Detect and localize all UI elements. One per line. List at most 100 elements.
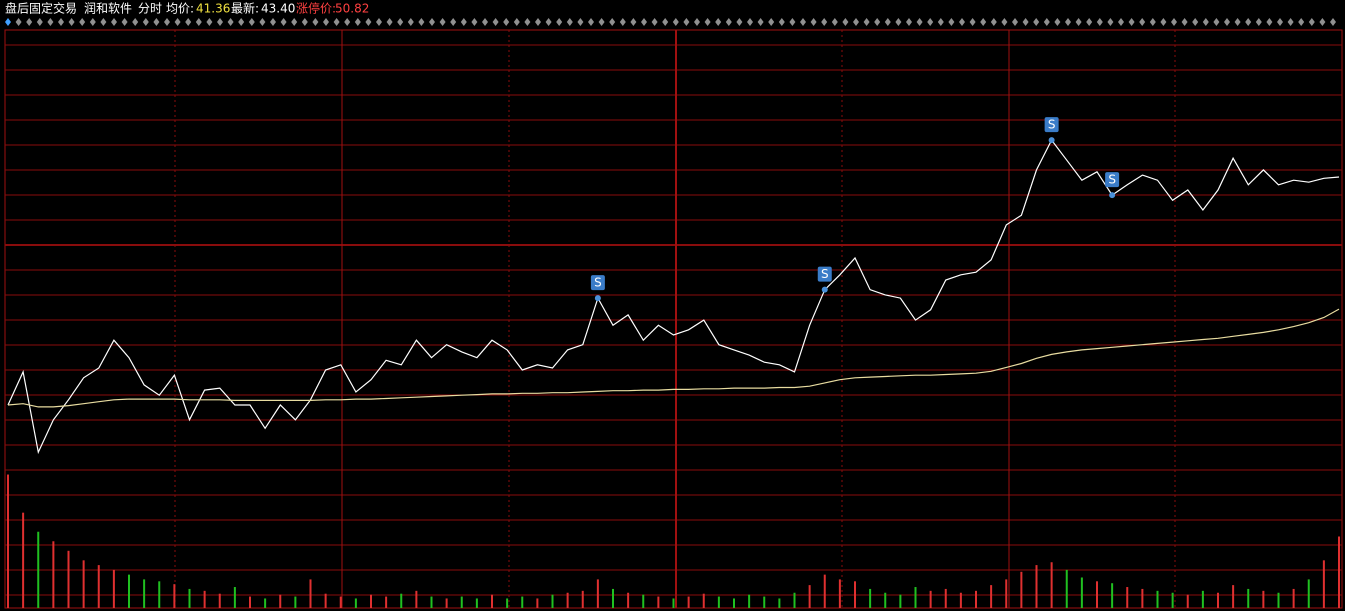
- price-line: [7, 138, 1340, 455]
- diamond: [789, 18, 796, 26]
- diamond: [831, 18, 838, 26]
- diamond: [365, 18, 372, 26]
- diamond: [270, 18, 276, 26]
- diamond: [959, 18, 965, 26]
- volume-bar: [763, 596, 766, 608]
- volume-bar: [1080, 577, 1083, 608]
- diamond: [694, 18, 700, 26]
- diamond: [1149, 18, 1156, 26]
- diamond: [121, 18, 128, 26]
- volume-bar: [1020, 571, 1023, 608]
- volume-bar: [944, 588, 947, 608]
- diamond: [1139, 18, 1146, 26]
- volume-bar: [959, 592, 962, 608]
- diamond: [376, 18, 382, 26]
- volume-bar: [218, 593, 221, 608]
- volume-bar: [233, 587, 236, 608]
- volume-bar: [1338, 536, 1340, 608]
- diamond: [1245, 18, 1252, 26]
- diamond: [1202, 18, 1209, 26]
- diamond: [588, 18, 594, 26]
- diamond: [630, 18, 637, 26]
- diamond: [1234, 18, 1241, 26]
- signal-label: S: [1108, 173, 1116, 187]
- volume-bar: [7, 474, 9, 608]
- title: 盘后固定交易: [5, 1, 77, 16]
- signal-badge: [590, 275, 605, 291]
- diamond: [174, 18, 181, 26]
- diamond: [36, 18, 43, 26]
- volume-bar: [1035, 565, 1038, 608]
- volume-bar: [52, 541, 55, 608]
- diamond: [641, 18, 647, 26]
- diamond: [1001, 18, 1008, 26]
- volume-bar: [97, 565, 100, 608]
- diamond: [1266, 18, 1273, 26]
- volume-bar: [1277, 592, 1280, 608]
- diamond: [291, 18, 298, 26]
- volume-bar: [778, 598, 781, 608]
- diamond: [927, 18, 934, 26]
- volume-bar: [1217, 592, 1219, 608]
- volume-bar: [838, 579, 841, 608]
- volume-bar: [702, 593, 705, 608]
- diamond: [1298, 18, 1305, 26]
- volume-bar: [672, 598, 675, 608]
- diamond: [1319, 18, 1326, 26]
- diamond: [323, 18, 329, 26]
- diamond: [1022, 18, 1029, 26]
- volume-bar: [279, 594, 282, 608]
- volume-bar: [642, 594, 645, 608]
- volume-bar: [128, 574, 130, 608]
- diamond: [863, 18, 870, 26]
- diamond: [47, 18, 54, 26]
- diamond: [5, 18, 11, 26]
- volume-bar: [506, 598, 509, 608]
- diamond: [853, 18, 859, 26]
- diamond: [259, 18, 266, 26]
- volume-bar: [990, 585, 993, 608]
- diamond: [111, 18, 117, 26]
- diamond: [704, 18, 711, 26]
- volume-bar: [581, 590, 584, 608]
- diamond: [906, 18, 912, 26]
- diamond: [1277, 18, 1283, 26]
- diamond: [153, 18, 160, 26]
- volume-bar: [1322, 560, 1325, 608]
- signal-dot: [821, 286, 828, 293]
- volume-bar: [203, 590, 206, 608]
- volume-bar: [612, 588, 614, 608]
- volume-bar: [370, 594, 372, 608]
- volume-bar: [22, 512, 25, 608]
- diamond: [757, 18, 764, 26]
- diamond: [821, 18, 828, 26]
- volume-bar: [884, 592, 887, 608]
- diamond: [1181, 18, 1188, 26]
- diamond: [1012, 18, 1018, 26]
- limit-value: 50.82: [335, 2, 369, 16]
- diamond: [672, 18, 679, 26]
- volume-bar: [309, 579, 312, 608]
- volume-bar: [1171, 592, 1174, 608]
- diamond: [1118, 18, 1124, 26]
- diamond: [460, 18, 467, 26]
- volume-bar: [264, 598, 267, 608]
- signal-badge: [1105, 172, 1120, 188]
- volume-bar: [596, 579, 599, 608]
- diamond: [58, 18, 64, 26]
- diamond: [492, 18, 499, 26]
- volume-bar: [975, 590, 977, 608]
- volume-bar: [430, 596, 433, 608]
- volume-bar: [748, 594, 751, 608]
- diamond: [15, 18, 22, 26]
- volume-bar: [808, 585, 811, 608]
- diamond: [524, 18, 531, 26]
- volume-bar: [67, 550, 70, 608]
- volume-bar: [385, 596, 388, 608]
- limit-label: 涨停价:: [296, 1, 336, 16]
- volume-bar: [1186, 594, 1189, 608]
- diamond: [1086, 18, 1093, 26]
- diamond: [344, 18, 351, 26]
- volume-bar: [899, 594, 902, 608]
